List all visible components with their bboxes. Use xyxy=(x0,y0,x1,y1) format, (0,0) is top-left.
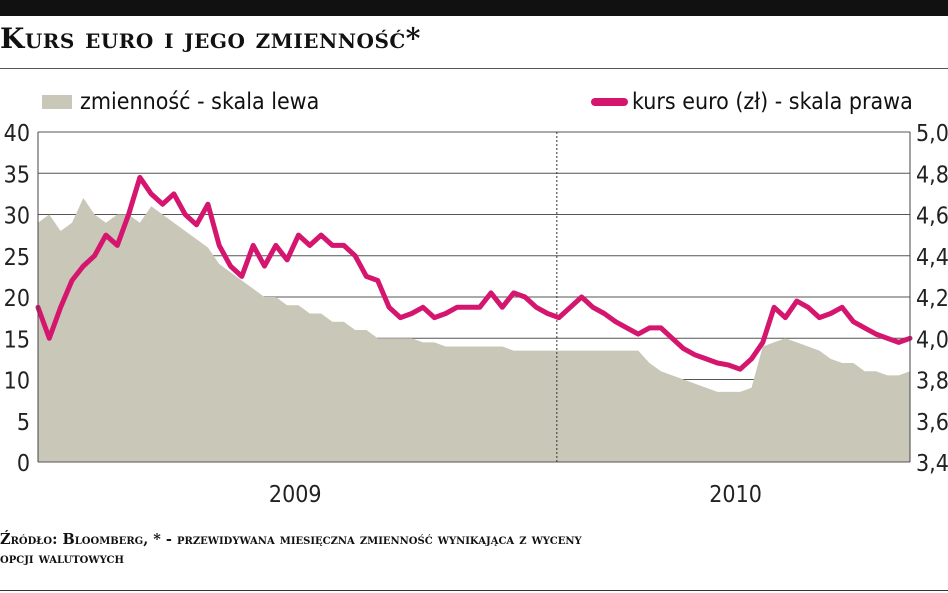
left-tick-label: 25 xyxy=(4,245,30,271)
x-tick-label: 2009 xyxy=(269,482,322,508)
footnote: Źródło: Bloomberg, * - przewidywana mies… xyxy=(0,530,948,568)
right-tick-label: 3,4 xyxy=(916,451,948,477)
right-tick-label: 4,8 xyxy=(916,162,948,188)
right-tick-label: 4,4 xyxy=(916,245,948,271)
left-tick-label: 20 xyxy=(4,286,30,312)
top-bar xyxy=(0,0,948,16)
left-tick-label: 0 xyxy=(17,451,30,477)
left-axis: 0 5 10 15 20 25 30 35 40 xyxy=(4,121,30,477)
chart-title: Kurs euro i jego zmienność* xyxy=(0,22,421,55)
left-tick-label: 35 xyxy=(4,162,30,188)
volatility-area xyxy=(38,198,910,462)
title-divider xyxy=(0,68,948,69)
left-tick-label: 40 xyxy=(4,121,30,147)
footnote-line-1: Źródło: Bloomberg, * - przewidywana mies… xyxy=(0,531,582,548)
left-tick-label: 15 xyxy=(4,327,30,353)
left-tick-label: 30 xyxy=(4,204,30,230)
right-tick-label: 3,6 xyxy=(916,410,948,436)
right-tick-label: 4,6 xyxy=(916,204,948,230)
left-tick-label: 5 xyxy=(17,410,30,436)
legend: zmienność - skala lewa kurs euro (zł) - … xyxy=(42,89,913,115)
x-tick-label: 2010 xyxy=(709,482,762,508)
left-tick-label: 10 xyxy=(4,369,30,395)
bottom-rule xyxy=(0,590,948,591)
eur-rate-line xyxy=(35,174,913,372)
right-axis: 3,4 3,6 3,8 4,0 4,2 4,4 4,6 4,8 5,0 xyxy=(916,121,948,477)
legend-label-volatility: zmienność - skala lewa xyxy=(80,89,319,115)
right-tick-label: 4,0 xyxy=(916,327,948,353)
right-tick-label: 3,8 xyxy=(916,369,948,395)
plot-area xyxy=(35,131,913,463)
legend-area-swatch xyxy=(42,95,72,109)
chart: zmienność - skala lewa kurs euro (zł) - … xyxy=(4,89,948,508)
right-tick-label: 4,2 xyxy=(916,286,948,312)
x-axis: 2009 2010 xyxy=(269,482,762,508)
footnote-line-2: opcji walutowych xyxy=(0,550,124,567)
legend-label-eur-rate: kurs euro (zł) - skala prawa xyxy=(632,89,913,115)
right-tick-label: 5,0 xyxy=(916,121,948,147)
